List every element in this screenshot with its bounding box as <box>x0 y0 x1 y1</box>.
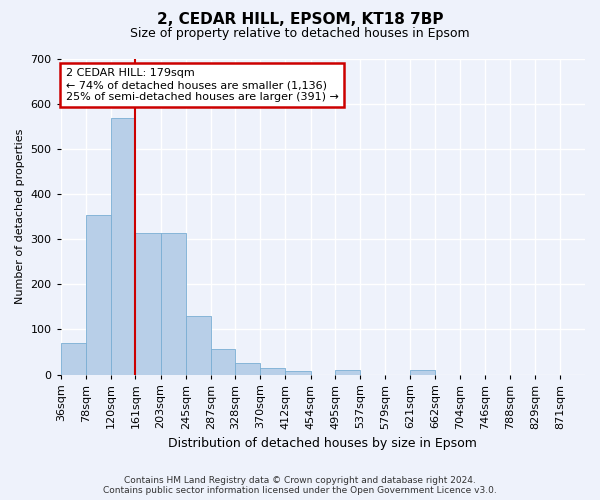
Bar <box>410 370 435 374</box>
Text: 2, CEDAR HILL, EPSOM, KT18 7BP: 2, CEDAR HILL, EPSOM, KT18 7BP <box>157 12 443 28</box>
Bar <box>185 316 211 374</box>
Bar <box>61 343 86 374</box>
Bar <box>136 232 161 374</box>
Y-axis label: Number of detached properties: Number of detached properties <box>15 129 25 304</box>
X-axis label: Distribution of detached houses by size in Epsom: Distribution of detached houses by size … <box>169 437 477 450</box>
Text: 2 CEDAR HILL: 179sqm
← 74% of detached houses are smaller (1,136)
25% of semi-de: 2 CEDAR HILL: 179sqm ← 74% of detached h… <box>66 68 339 102</box>
Text: Size of property relative to detached houses in Epsom: Size of property relative to detached ho… <box>130 28 470 40</box>
Bar <box>111 118 136 374</box>
Bar <box>235 363 260 374</box>
Bar <box>211 349 235 374</box>
Bar <box>260 368 286 374</box>
Bar <box>335 370 360 374</box>
Text: Contains HM Land Registry data © Crown copyright and database right 2024.
Contai: Contains HM Land Registry data © Crown c… <box>103 476 497 495</box>
Bar <box>286 372 311 374</box>
Bar <box>86 214 111 374</box>
Bar <box>161 232 185 374</box>
